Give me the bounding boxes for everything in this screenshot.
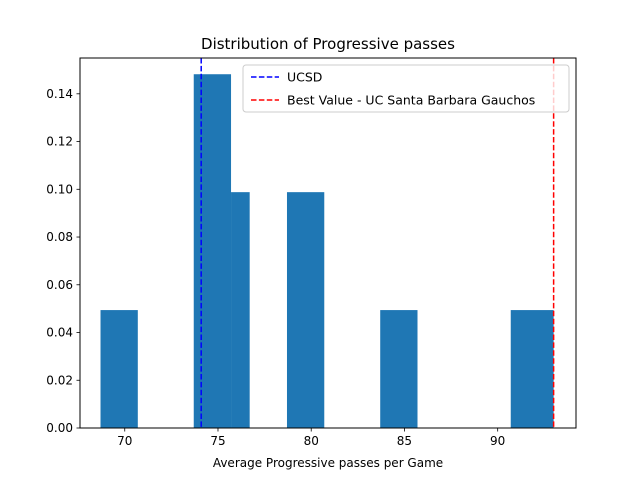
y-tick-label: 0.12 <box>46 135 73 149</box>
histogram-bar-4 <box>286 192 325 428</box>
y-tick-label: 0.10 <box>46 182 73 196</box>
x-tick-label: 70 <box>117 434 132 448</box>
bars-group <box>100 74 554 428</box>
y-tick-label: 0.06 <box>46 278 73 292</box>
y-tick-label: 0.00 <box>46 421 73 435</box>
reference-lines <box>200 58 555 428</box>
plot-frame <box>79 57 577 429</box>
x-tick-label: 80 <box>304 434 319 448</box>
legend: UCSD Best Value - UC Santa Barbara Gaucho… <box>242 64 570 113</box>
histogram-bar-2 <box>193 74 232 428</box>
histogram-bar-5 <box>380 310 418 428</box>
y-tick-label: 0.04 <box>46 326 73 340</box>
y-tick-label: 0.02 <box>46 373 73 387</box>
legend-box <box>242 64 570 113</box>
chart-title: Distribution of Progressive passes <box>201 35 455 53</box>
legend-entry: Best Value - UC Santa Barbara Gauchos <box>287 93 535 108</box>
y-tick-label: 0.08 <box>46 230 73 244</box>
x-axis-ticks: 70 75 80 85 90 <box>117 428 505 448</box>
x-tick-label: 85 <box>397 434 412 448</box>
histogram-bar-6 <box>510 310 554 428</box>
x-tick-label: 90 <box>490 434 505 448</box>
histogram-bar-1 <box>100 310 138 428</box>
x-axis-label: Average Progressive passes per Game <box>213 456 443 470</box>
legend-entry: UCSD <box>287 70 322 85</box>
y-tick-label: 0.14 <box>46 87 73 101</box>
y-axis-ticks: 0.00 0.02 0.04 0.06 0.08 0.10 0.12 0.14 <box>46 87 80 435</box>
histogram-bar-3 <box>231 192 250 428</box>
x-tick-label: 75 <box>210 434 225 448</box>
